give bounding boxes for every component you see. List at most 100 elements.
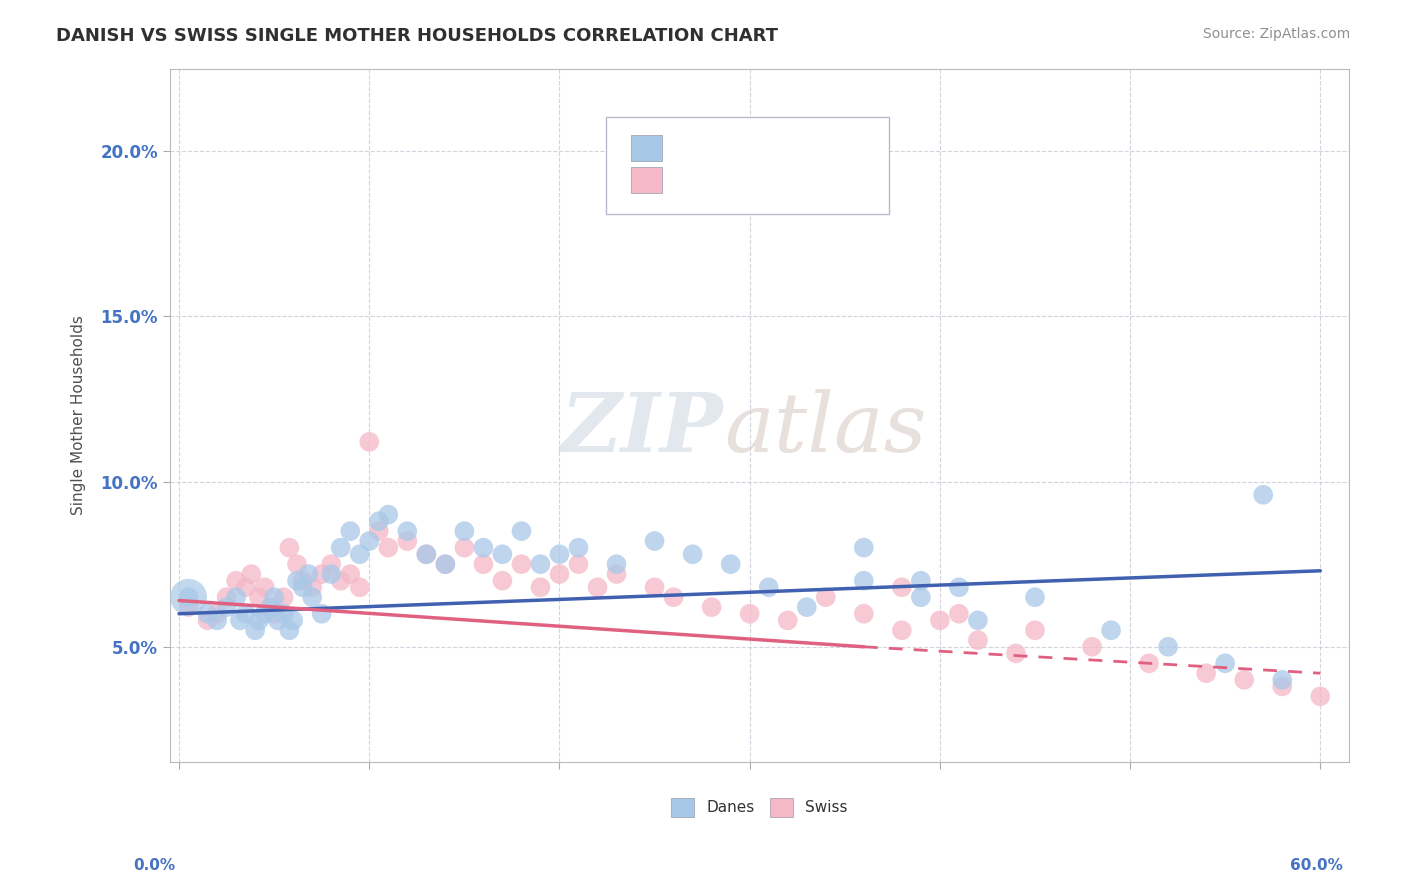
Point [472, 541, 495, 555]
Text: DANISH VS SWISS SINGLE MOTHER HOUSEHOLDS CORRELATION CHART: DANISH VS SWISS SINGLE MOTHER HOUSEHOLDS… [56, 27, 779, 45]
Point [1024, 591, 1046, 605]
Point [1099, 624, 1122, 638]
Point [567, 541, 589, 555]
Point [510, 524, 533, 538]
Point [278, 624, 301, 638]
Point [720, 557, 742, 571]
Point [567, 557, 589, 571]
Point [235, 607, 257, 621]
Point [1024, 624, 1046, 638]
Point [243, 624, 266, 638]
Point [291, 580, 314, 594]
Point [311, 567, 333, 582]
Text: atlas: atlas [724, 389, 927, 469]
Point [321, 567, 343, 582]
Point [700, 600, 723, 615]
Point [1271, 673, 1294, 687]
Point [205, 607, 228, 621]
Point [1213, 657, 1236, 671]
Point [1195, 666, 1218, 681]
Point [273, 591, 295, 605]
Point [367, 524, 389, 538]
Point [359, 434, 381, 449]
Point [606, 557, 628, 571]
Point [285, 557, 308, 571]
Point [215, 600, 238, 615]
Point [225, 591, 247, 605]
Point [453, 541, 475, 555]
Point [910, 574, 932, 588]
Point [291, 574, 314, 588]
Y-axis label: Single Mother Households: Single Mother Households [72, 316, 86, 516]
Point [434, 557, 457, 571]
Point [329, 541, 352, 555]
Point [267, 613, 290, 627]
Point [415, 547, 437, 561]
Point [177, 591, 200, 605]
Point [967, 613, 990, 627]
Point [229, 613, 252, 627]
Point [247, 613, 270, 627]
Point [967, 633, 990, 648]
Point [415, 547, 437, 561]
Point [377, 541, 399, 555]
Point [738, 170, 761, 185]
Point [197, 613, 219, 627]
FancyBboxPatch shape [631, 167, 662, 193]
Point [1271, 680, 1294, 694]
Point [586, 580, 609, 594]
Point [329, 574, 352, 588]
Point [205, 613, 228, 627]
Text: R =  0.093   N = 55: R = 0.093 N = 55 [679, 141, 841, 156]
Point [890, 624, 912, 638]
Point [852, 607, 875, 621]
Point [548, 567, 571, 582]
FancyBboxPatch shape [631, 135, 662, 161]
Point [359, 534, 381, 549]
Point [278, 541, 301, 555]
Point [263, 591, 285, 605]
Point [814, 591, 837, 605]
Point [367, 514, 389, 528]
Text: Source: ZipAtlas.com: Source: ZipAtlas.com [1202, 27, 1350, 41]
Point [948, 607, 970, 621]
Text: R = -0.107   N = 55: R = -0.107 N = 55 [679, 173, 841, 188]
Point [1005, 647, 1028, 661]
Point [339, 524, 361, 538]
Point [434, 557, 457, 571]
Point [606, 567, 628, 582]
Point [1137, 657, 1160, 671]
Point [225, 574, 247, 588]
Point [1251, 488, 1274, 502]
Point [529, 580, 551, 594]
Point [247, 591, 270, 605]
Point [197, 607, 219, 621]
Point [240, 567, 263, 582]
Point [662, 591, 685, 605]
Point [321, 557, 343, 571]
Point [177, 591, 200, 605]
Point [339, 567, 361, 582]
Text: ZIP: ZIP [561, 389, 724, 469]
FancyBboxPatch shape [606, 117, 889, 214]
Point [177, 600, 200, 615]
Point [529, 557, 551, 571]
Point [273, 607, 295, 621]
Point [297, 567, 319, 582]
Point [215, 591, 238, 605]
Point [852, 541, 875, 555]
Point [311, 607, 333, 621]
Point [349, 580, 371, 594]
Point [472, 557, 495, 571]
Point [1309, 690, 1331, 704]
Point [396, 524, 419, 538]
Point [453, 524, 475, 538]
Point [301, 580, 323, 594]
Point [235, 580, 257, 594]
Point [349, 547, 371, 561]
Point [301, 591, 323, 605]
Point [510, 557, 533, 571]
Point [910, 591, 932, 605]
Point [644, 580, 666, 594]
Text: 0.0%: 0.0% [134, 858, 176, 873]
